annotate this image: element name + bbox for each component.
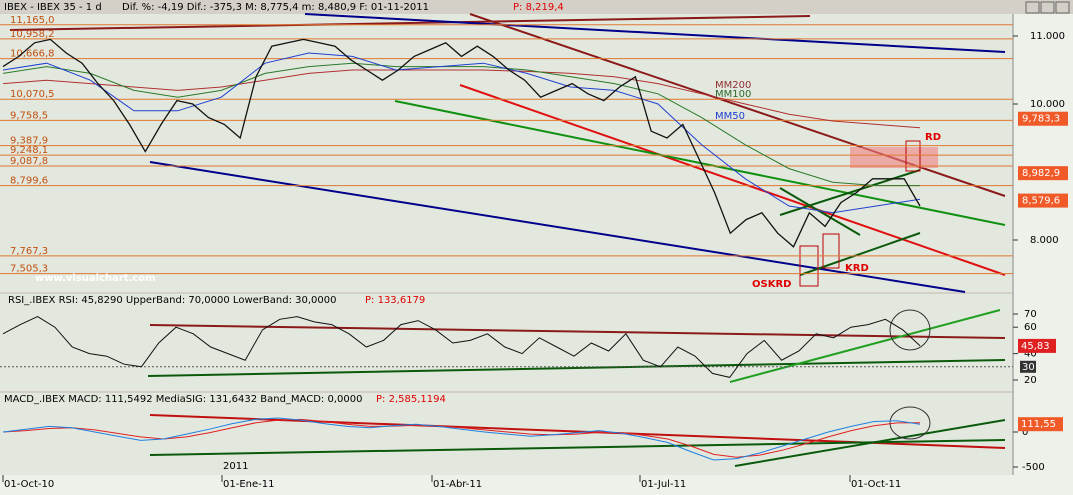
- time-label: 01-Jul-11: [641, 479, 686, 490]
- annotation: KRD: [845, 263, 869, 274]
- time-label: 01-Abr-11: [433, 479, 482, 490]
- level-label: 9,087,8: [10, 156, 48, 167]
- trend-line: [147, 359, 1006, 377]
- window-buttons[interactable]: [1025, 1, 1070, 14]
- year-label: 2011: [223, 461, 248, 472]
- highlight-circle: [889, 406, 931, 440]
- price-line: [2, 38, 921, 248]
- level-label: 9,248,1: [10, 145, 48, 156]
- trend-line: [304, 13, 1006, 53]
- trend-line: [779, 169, 921, 216]
- mm50-line: [2, 52, 921, 214]
- header: IBEX - IBEX 35 - 1 d Dif. %: -4,19 Dif.:…: [4, 2, 564, 13]
- price-marker: [1018, 111, 1068, 126]
- macd-marker: [1018, 417, 1063, 432]
- rd-box: [905, 140, 921, 172]
- maximize-button[interactable]: [1040, 1, 1055, 14]
- trend-line: [149, 439, 1006, 456]
- annotation: MM50: [715, 111, 745, 122]
- tick-label: -500: [1022, 462, 1045, 473]
- tick-label: 70: [1024, 309, 1037, 320]
- tick-label: 8.000: [1030, 235, 1059, 246]
- trend-line: [149, 324, 1006, 339]
- time-axis-bg: [0, 475, 1073, 495]
- trend-line: [779, 187, 861, 236]
- price-marker: [1018, 166, 1068, 181]
- rsi-last: P: 133,6179: [365, 295, 425, 306]
- tick-label: 60: [1024, 322, 1037, 333]
- level-label: 7,767,3: [10, 246, 48, 257]
- level-label: 10,070,5: [10, 89, 55, 100]
- tick-label: 20: [1024, 375, 1037, 386]
- price-marker-label: 8,982,9: [1022, 168, 1060, 179]
- tick-label: 11.000: [1030, 31, 1065, 42]
- level-label: 10,958,2: [10, 29, 55, 40]
- tick-label: 10.000: [1030, 99, 1065, 110]
- annotation: OSKRD: [752, 279, 791, 290]
- macd-last: P: 2,585,1194: [376, 394, 446, 405]
- level-label: 11,165,0: [10, 15, 55, 26]
- price-panel: [0, 14, 1013, 292]
- annotation: MM200: [715, 80, 751, 91]
- time-label: 01-Oct-11: [851, 479, 901, 490]
- rd-zone: [850, 147, 938, 168]
- rsi-marker-label: 45,83: [1021, 341, 1050, 352]
- trend-line: [9, 15, 811, 31]
- tick-label: 40: [1024, 349, 1037, 360]
- rsi-header: RSI_.IBEX RSI: 45,8290 UpperBand: 70,000…: [8, 295, 336, 306]
- trend-line: [799, 232, 921, 276]
- highlight-circle: [889, 309, 931, 351]
- band-label: 30: [1022, 362, 1035, 373]
- minimize-button[interactable]: [1025, 1, 1040, 14]
- macd-marker-label: 111,55: [1021, 419, 1056, 430]
- macd-line: [2, 417, 921, 461]
- level-label: 10,666,8: [10, 49, 55, 60]
- time-label: 01-Oct-10: [4, 479, 54, 490]
- level-label: 9,758,5: [10, 110, 48, 121]
- oskrd-box: [799, 245, 819, 287]
- band-marker: [1020, 360, 1036, 373]
- mm100-line: [2, 62, 920, 187]
- price-scale: [1013, 14, 1073, 475]
- macd-header: MACD_.IBEX MACD: 111,5492 MediaSIG: 131,…: [4, 394, 362, 405]
- level-label: 8,799,6: [10, 176, 48, 187]
- trend-lines: [9, 13, 1006, 467]
- price-marker-label: 8,579,6: [1022, 196, 1060, 207]
- rsi-line: [2, 316, 921, 378]
- trend-line: [149, 161, 966, 293]
- last-price: P: 8,219,4: [513, 2, 564, 13]
- annotation: RD: [925, 132, 941, 143]
- watermark: www.visualchart.com: [35, 273, 156, 284]
- annotation: MM100: [715, 89, 751, 100]
- close-button[interactable]: [1055, 1, 1070, 14]
- signal-line: [2, 418, 921, 458]
- trend-line: [734, 419, 1006, 467]
- krd-box: [822, 233, 840, 269]
- rsi-marker: [1018, 338, 1056, 353]
- level-label: 9,387,9: [10, 136, 48, 147]
- mm200-line: [2, 69, 921, 129]
- trend-line: [459, 84, 1006, 276]
- price-marker: [1018, 193, 1068, 208]
- tick-label: 0: [1022, 427, 1028, 438]
- time-label: 01-Ene-11: [223, 479, 274, 490]
- symbol: IBEX - IBEX 35 - 1 d: [4, 2, 102, 13]
- level-label: 7,505,3: [10, 264, 48, 275]
- price-marker-label: 9,783,3: [1022, 114, 1060, 125]
- trend-line: [394, 100, 1006, 226]
- stats: Dif. %: -4,19 Dif.: -375,3 M: 8,775,4 m:…: [122, 2, 429, 13]
- trend-line: [729, 309, 1001, 383]
